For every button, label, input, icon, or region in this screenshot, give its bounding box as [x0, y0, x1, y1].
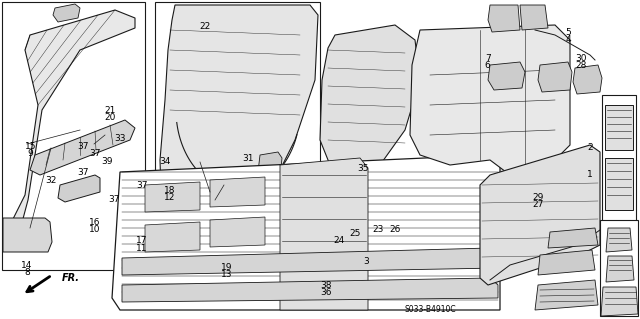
Text: 9: 9: [28, 149, 33, 158]
Polygon shape: [320, 25, 420, 175]
Text: 2: 2: [588, 143, 593, 152]
Polygon shape: [488, 62, 525, 90]
Text: 11: 11: [136, 244, 148, 253]
Polygon shape: [410, 25, 570, 175]
Text: 6: 6: [485, 61, 490, 70]
Text: 37: 37: [77, 142, 89, 151]
Polygon shape: [488, 5, 520, 32]
Text: 26: 26: [390, 225, 401, 234]
Polygon shape: [480, 145, 600, 285]
Text: 15: 15: [25, 142, 36, 151]
Text: 37: 37: [136, 181, 148, 189]
Text: 32: 32: [45, 176, 57, 185]
Text: 33: 33: [115, 134, 126, 143]
Text: S033-B4910C: S033-B4910C: [404, 306, 456, 315]
Text: 39: 39: [102, 157, 113, 166]
Polygon shape: [310, 155, 510, 240]
Text: 16: 16: [89, 218, 100, 227]
Text: 13: 13: [221, 270, 233, 279]
Polygon shape: [210, 177, 265, 207]
Circle shape: [167, 190, 177, 200]
Polygon shape: [606, 228, 632, 252]
Text: 4: 4: [566, 35, 571, 44]
Circle shape: [235, 195, 245, 205]
Text: 35: 35: [358, 164, 369, 173]
Circle shape: [16, 232, 24, 240]
Text: 8: 8: [24, 268, 29, 277]
Text: 17: 17: [136, 236, 148, 245]
Text: 18: 18: [164, 186, 175, 195]
Text: 5: 5: [566, 28, 571, 37]
Polygon shape: [280, 158, 368, 310]
Polygon shape: [30, 120, 135, 175]
Text: 21: 21: [104, 106, 116, 115]
Circle shape: [16, 224, 24, 232]
Circle shape: [150, 230, 160, 240]
Polygon shape: [155, 2, 320, 258]
Text: 38: 38: [321, 281, 332, 290]
Polygon shape: [538, 62, 572, 92]
Polygon shape: [350, 175, 420, 198]
Polygon shape: [605, 105, 633, 150]
Polygon shape: [160, 5, 318, 252]
Polygon shape: [520, 5, 548, 30]
Polygon shape: [258, 152, 282, 180]
Circle shape: [195, 173, 205, 183]
Polygon shape: [210, 217, 265, 247]
Text: 28: 28: [575, 61, 587, 70]
Circle shape: [175, 207, 185, 217]
Text: 19: 19: [221, 263, 233, 272]
Polygon shape: [600, 220, 638, 316]
Polygon shape: [430, 168, 490, 198]
Text: 31: 31: [243, 154, 254, 163]
Text: 30: 30: [575, 54, 587, 63]
Polygon shape: [58, 175, 100, 202]
Polygon shape: [602, 95, 636, 260]
Polygon shape: [145, 182, 200, 212]
Polygon shape: [188, 218, 250, 248]
Polygon shape: [122, 278, 498, 302]
Text: FR.: FR.: [62, 273, 80, 283]
Polygon shape: [112, 155, 500, 310]
Text: 20: 20: [104, 113, 116, 122]
Text: 22: 22: [199, 22, 211, 31]
Polygon shape: [2, 2, 145, 270]
Polygon shape: [538, 250, 595, 275]
Text: 24: 24: [333, 236, 345, 245]
Text: 27: 27: [532, 200, 543, 209]
Polygon shape: [122, 248, 498, 275]
Polygon shape: [606, 256, 634, 282]
Circle shape: [173, 215, 183, 225]
Text: 37: 37: [89, 149, 100, 158]
Text: 1: 1: [588, 170, 593, 179]
Text: 3: 3: [364, 257, 369, 266]
Polygon shape: [3, 218, 52, 252]
Text: 10: 10: [89, 225, 100, 234]
Polygon shape: [548, 228, 598, 248]
Polygon shape: [605, 158, 633, 210]
Polygon shape: [10, 10, 135, 235]
Text: 34: 34: [159, 157, 171, 166]
Text: 29: 29: [532, 193, 543, 202]
Text: 25: 25: [349, 229, 361, 238]
Circle shape: [16, 240, 24, 248]
Text: 7: 7: [485, 54, 490, 63]
Polygon shape: [190, 185, 290, 222]
Text: 37: 37: [77, 168, 89, 177]
Text: 36: 36: [321, 288, 332, 297]
Polygon shape: [535, 280, 598, 310]
Polygon shape: [53, 4, 80, 22]
Text: 23: 23: [372, 225, 383, 234]
Text: 14: 14: [21, 261, 33, 270]
Text: 12: 12: [164, 193, 175, 202]
Polygon shape: [601, 287, 638, 316]
Circle shape: [210, 190, 220, 200]
Polygon shape: [145, 222, 200, 252]
Text: 37: 37: [108, 195, 120, 204]
Polygon shape: [573, 65, 602, 94]
